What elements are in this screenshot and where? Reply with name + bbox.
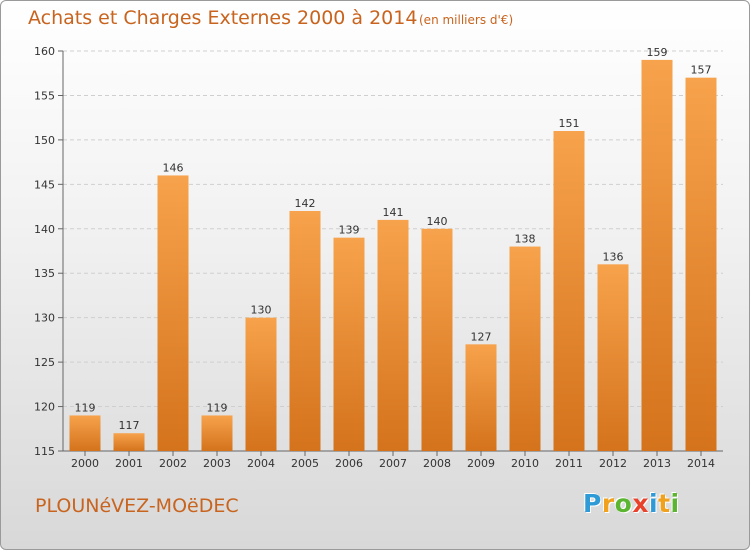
y-tick-label: 115 (34, 445, 55, 458)
data-label: 119 (207, 401, 228, 414)
x-tick-label: 2004 (247, 457, 275, 470)
chart-title: Achats et Charges Externes 2000 à 2014 (28, 7, 418, 29)
x-tick-label: 2005 (291, 457, 319, 470)
bar (685, 77, 717, 452)
proxiti-logo: Proxiti (583, 489, 680, 518)
bar (553, 131, 585, 451)
bar (377, 219, 409, 451)
labels: 115 120 125 130 135 140 145 150 155 160 119 2000 117… (34, 45, 715, 470)
logo-letter: o (614, 489, 633, 518)
data-label: 130 (251, 304, 272, 317)
bars (69, 59, 717, 452)
y-tick-label: 140 (34, 223, 55, 236)
y-tick-label: 125 (34, 356, 55, 369)
data-label: 117 (119, 419, 140, 432)
x-tick-label: 2009 (467, 457, 495, 470)
logo-letter: t (658, 489, 671, 518)
data-label: 157 (691, 64, 712, 77)
data-label: 151 (559, 117, 580, 130)
data-label: 146 (163, 161, 184, 174)
y-tick-label: 135 (34, 267, 55, 280)
data-label: 142 (295, 197, 316, 210)
bar (465, 344, 497, 451)
x-tick-label: 2007 (379, 457, 407, 470)
bar (201, 415, 233, 451)
x-tick-label: 2014 (687, 457, 715, 470)
data-label: 140 (427, 215, 448, 228)
data-label: 139 (339, 224, 360, 237)
bar (289, 211, 321, 451)
y-tick-label: 160 (34, 45, 55, 58)
x-tick-label: 2006 (335, 457, 363, 470)
y-tick-label: 120 (34, 401, 55, 414)
x-tick-label: 2000 (71, 457, 99, 470)
bar (509, 246, 541, 451)
bar (245, 317, 277, 451)
x-tick-label: 2008 (423, 457, 451, 470)
chart-subtitle: (en milliers d'€) (419, 13, 514, 27)
y-tick-label: 130 (34, 312, 55, 325)
y-tick-label: 150 (34, 134, 55, 147)
data-label: 136 (603, 250, 624, 263)
x-tick-label: 2003 (203, 457, 231, 470)
data-label: 127 (471, 330, 492, 343)
bar (157, 175, 189, 451)
bar (69, 415, 101, 451)
logo-letter: P (583, 489, 602, 518)
bar (113, 433, 145, 451)
logo-letter: i (649, 489, 659, 518)
y-tick-label: 145 (34, 178, 55, 191)
data-label: 141 (383, 206, 404, 219)
data-label: 138 (515, 233, 536, 246)
bar (421, 228, 453, 451)
data-label: 159 (647, 46, 668, 59)
x-tick-label: 2011 (555, 457, 583, 470)
x-tick-label: 2001 (115, 457, 143, 470)
bar (597, 264, 629, 451)
x-tick-label: 2010 (511, 457, 539, 470)
bar (641, 59, 673, 452)
data-label: 119 (75, 401, 96, 414)
x-tick-label: 2013 (643, 457, 671, 470)
y-tick-label: 155 (34, 89, 55, 102)
logo-letter: i (670, 489, 680, 518)
x-tick-label: 2012 (599, 457, 627, 470)
logo-letter: r (601, 489, 615, 518)
bar (333, 237, 365, 451)
logo-letter: x (632, 489, 649, 518)
x-tick-label: 2002 (159, 457, 187, 470)
commune-name: PLOUNéVEZ-MOëDEC (35, 495, 239, 517)
